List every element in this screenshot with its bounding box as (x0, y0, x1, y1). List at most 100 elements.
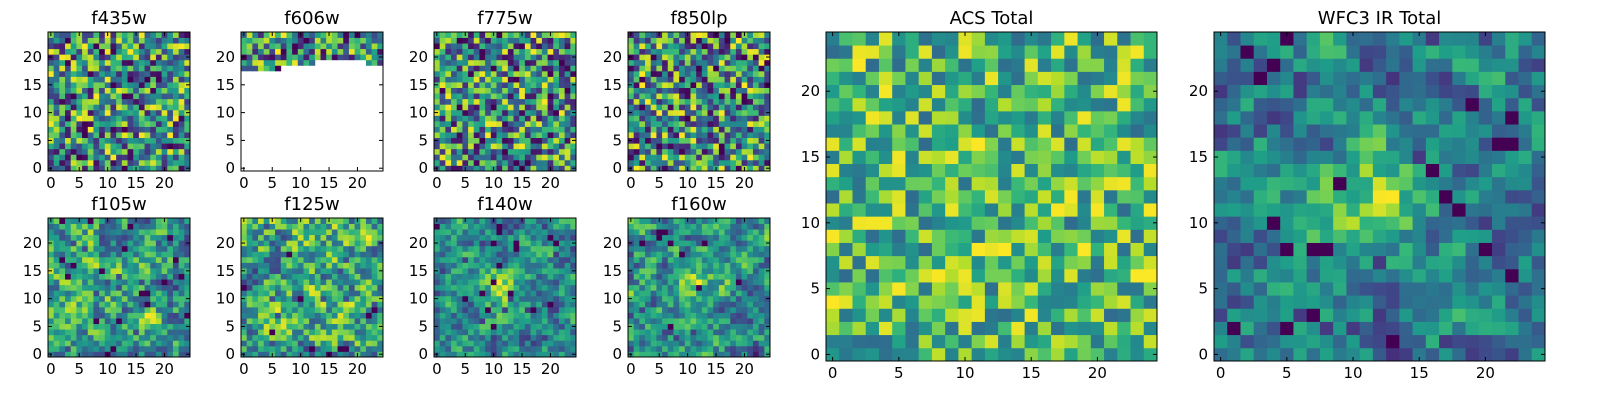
heatmap-cell (662, 137, 669, 144)
heatmap-cell (76, 115, 83, 122)
heatmap-cell (656, 229, 663, 236)
heatmap-cell (473, 159, 480, 166)
heatmap-cell (138, 109, 145, 116)
heatmap-cell (99, 87, 106, 94)
heatmap-cell (348, 223, 355, 230)
heatmap-cell (945, 282, 959, 296)
heatmap-cell (536, 137, 543, 144)
heatmap-cell (87, 345, 94, 352)
heatmap-cell (127, 351, 134, 358)
heatmap-cell (696, 312, 703, 319)
heatmap-cell (496, 65, 503, 72)
heatmap-cell (724, 256, 731, 263)
heatmap-cell (76, 126, 83, 133)
heatmap-cell (138, 93, 145, 100)
heatmap-cell (439, 312, 446, 319)
heatmap-cell (473, 245, 480, 252)
heatmap-cell (53, 245, 60, 252)
heatmap-cell (434, 318, 441, 325)
heatmap-cell (707, 284, 714, 291)
heatmap-cell (456, 318, 463, 325)
heatmap-cell (673, 284, 680, 291)
heatmap-cell (696, 154, 703, 161)
heatmap-cell (150, 143, 157, 150)
heatmap-cell (87, 159, 94, 166)
x-tick-label: 15 (706, 360, 725, 378)
heatmap-cell (297, 37, 304, 44)
heatmap-cell (354, 262, 361, 269)
heatmap-cell (502, 137, 509, 144)
heatmap-cell (530, 318, 537, 325)
heatmap-cell (133, 126, 140, 133)
heatmap-cell (337, 323, 344, 330)
heatmap-cell (434, 273, 441, 280)
heatmap-cell (747, 273, 754, 280)
heatmap-cell (439, 137, 446, 144)
heatmap-cell (758, 165, 765, 172)
heatmap-cell (839, 308, 853, 322)
heatmap-cell (263, 284, 270, 291)
heatmap-cell (690, 65, 697, 72)
heatmap-cell (735, 245, 742, 252)
heatmap-cell (696, 37, 703, 44)
heatmap-cell (93, 93, 100, 100)
y-tick-label: 20 (409, 234, 428, 252)
heatmap-cell (479, 279, 486, 286)
heatmap-cell (331, 312, 338, 319)
y-tick-label: 10 (23, 104, 42, 122)
heatmap-cell (184, 218, 191, 224)
heatmap-cell (764, 120, 771, 127)
x-tick-label: 0 (626, 360, 636, 378)
heatmap-cell (59, 251, 66, 258)
heatmap-cell (246, 334, 253, 341)
heatmap-cell (275, 234, 282, 241)
heatmap-cell (133, 262, 140, 269)
heatmap-cell (741, 48, 748, 55)
heatmap-cell (275, 54, 282, 61)
heatmap-cell (439, 93, 446, 100)
heatmap-cell (53, 65, 60, 72)
heatmap-cell (485, 143, 492, 150)
heatmap-cell (718, 76, 725, 83)
heatmap-cell (502, 318, 509, 325)
heatmap-cell (701, 240, 708, 247)
heatmap-cell (150, 301, 157, 308)
y-tick-label: 20 (23, 234, 42, 252)
heatmap-cell (326, 295, 333, 302)
heatmap-cell (93, 262, 100, 269)
heatmap-cell (116, 143, 123, 150)
heatmap-cell (684, 159, 691, 166)
heatmap-cell (553, 323, 560, 330)
heatmap-cell (839, 255, 853, 270)
heatmap-cell (65, 329, 72, 336)
heatmap-cell (633, 54, 640, 61)
heatmap-cell (724, 323, 731, 330)
heatmap-cell (303, 43, 310, 50)
heatmap-cell (536, 132, 543, 139)
heatmap-cell (161, 240, 168, 247)
heatmap-cell (507, 70, 514, 77)
heatmap-cell (133, 284, 140, 291)
heatmap-cell (161, 229, 168, 236)
heatmap-cell (701, 165, 708, 172)
heatmap-cell (690, 334, 697, 341)
heatmap-cell (724, 48, 731, 55)
heatmap-cell (747, 98, 754, 105)
heatmap-cell (662, 32, 669, 38)
heatmap-cell (485, 159, 492, 166)
heatmap-cell (246, 290, 253, 297)
heatmap-cell (65, 251, 72, 258)
heatmap-cell (445, 109, 452, 116)
heatmap-cell (445, 351, 452, 358)
heatmap-cell (468, 54, 475, 61)
heatmap-cell (479, 340, 486, 347)
heatmap-cell (133, 340, 140, 347)
heatmap-cell (519, 284, 526, 291)
heatmap-cell (377, 43, 384, 50)
heatmap-cell (752, 329, 760, 336)
heatmap-cell (99, 154, 106, 161)
heatmap-cell (138, 76, 145, 83)
heatmap-cell (468, 109, 475, 116)
heatmap-cell (541, 165, 548, 172)
heatmap-cell (104, 115, 111, 122)
